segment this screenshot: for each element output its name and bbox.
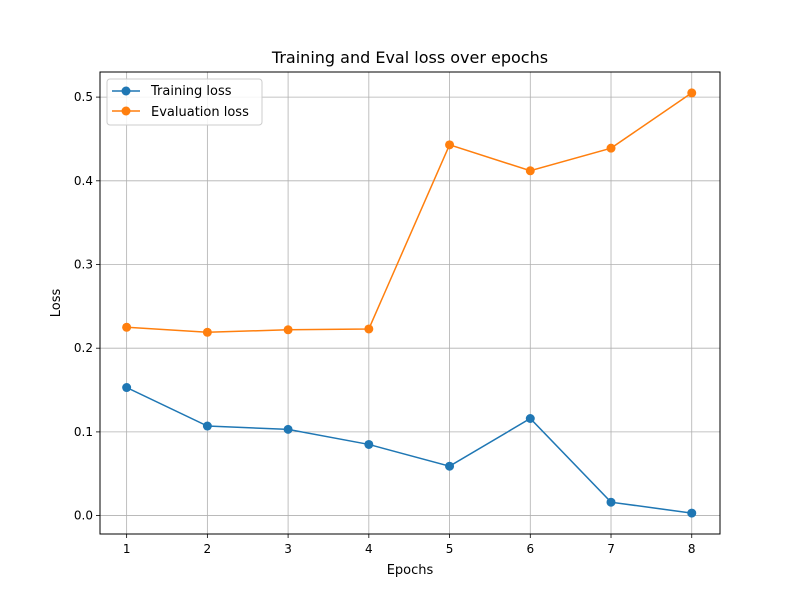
legend-marker-evaluation: [121, 106, 131, 116]
series-line-0: [126, 386, 692, 514]
data-point-1: [687, 88, 697, 98]
data-point-1: [122, 322, 132, 332]
data-point-1: [606, 143, 616, 153]
y-tick-label: 0.1: [74, 425, 93, 439]
data-point-0: [687, 508, 697, 518]
data-point-0: [122, 383, 132, 393]
y-tick-label: 0.0: [74, 509, 93, 523]
data-point-1: [202, 327, 212, 337]
y-tick-label: 0.5: [74, 90, 93, 104]
data-point-0: [283, 424, 293, 434]
x-tick-label: 2: [204, 542, 212, 556]
data-point-0: [445, 461, 455, 471]
x-axis-label: Epochs: [387, 563, 434, 578]
x-tick-label: 1: [123, 542, 131, 556]
legend-marker-training: [121, 86, 131, 96]
data-point-0: [606, 497, 616, 507]
data-point-1: [445, 140, 455, 150]
data-point-0: [525, 414, 535, 423]
data-point-1: [283, 325, 293, 335]
x-tick-label: 4: [365, 542, 373, 556]
plot-area-frame: [99, 71, 721, 535]
x-tick-label: 5: [446, 542, 454, 556]
y-tick-label: 0.2: [74, 341, 93, 355]
legend: Training loss Evaluation loss: [106, 78, 263, 126]
x-tick-label: 6: [526, 542, 534, 556]
series-lines: [126, 92, 693, 514]
legend-label-evaluation: Evaluation loss: [151, 105, 249, 120]
series-line-1: [126, 92, 693, 334]
data-point-0: [202, 421, 212, 431]
legend-box: [106, 78, 263, 126]
data-point-1: [525, 166, 535, 176]
data-point-0: [364, 439, 374, 449]
legend-label-training: Training loss: [150, 84, 232, 99]
y-tick-label: 0.4: [74, 174, 93, 188]
axis-ticks: 1 2 3 4 5 6 7 8 0.0 0.1 0.2 0.3 0.4 0.5: [74, 90, 696, 556]
x-tick-label: 7: [607, 542, 615, 556]
y-axis-label: Loss: [49, 289, 64, 318]
grid: [100, 72, 720, 534]
x-tick-label: 3: [284, 542, 292, 556]
series-points: [122, 88, 697, 518]
y-tick-label: 0.3: [74, 258, 93, 272]
data-point-1: [364, 324, 374, 334]
x-tick-label: 8: [688, 542, 696, 556]
chart-title: Training and Eval loss over epochs: [271, 48, 548, 67]
